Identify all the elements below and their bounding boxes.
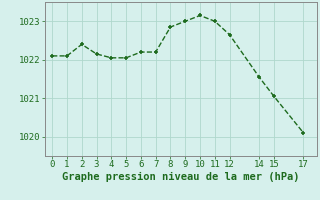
X-axis label: Graphe pression niveau de la mer (hPa): Graphe pression niveau de la mer (hPa) xyxy=(62,172,300,182)
